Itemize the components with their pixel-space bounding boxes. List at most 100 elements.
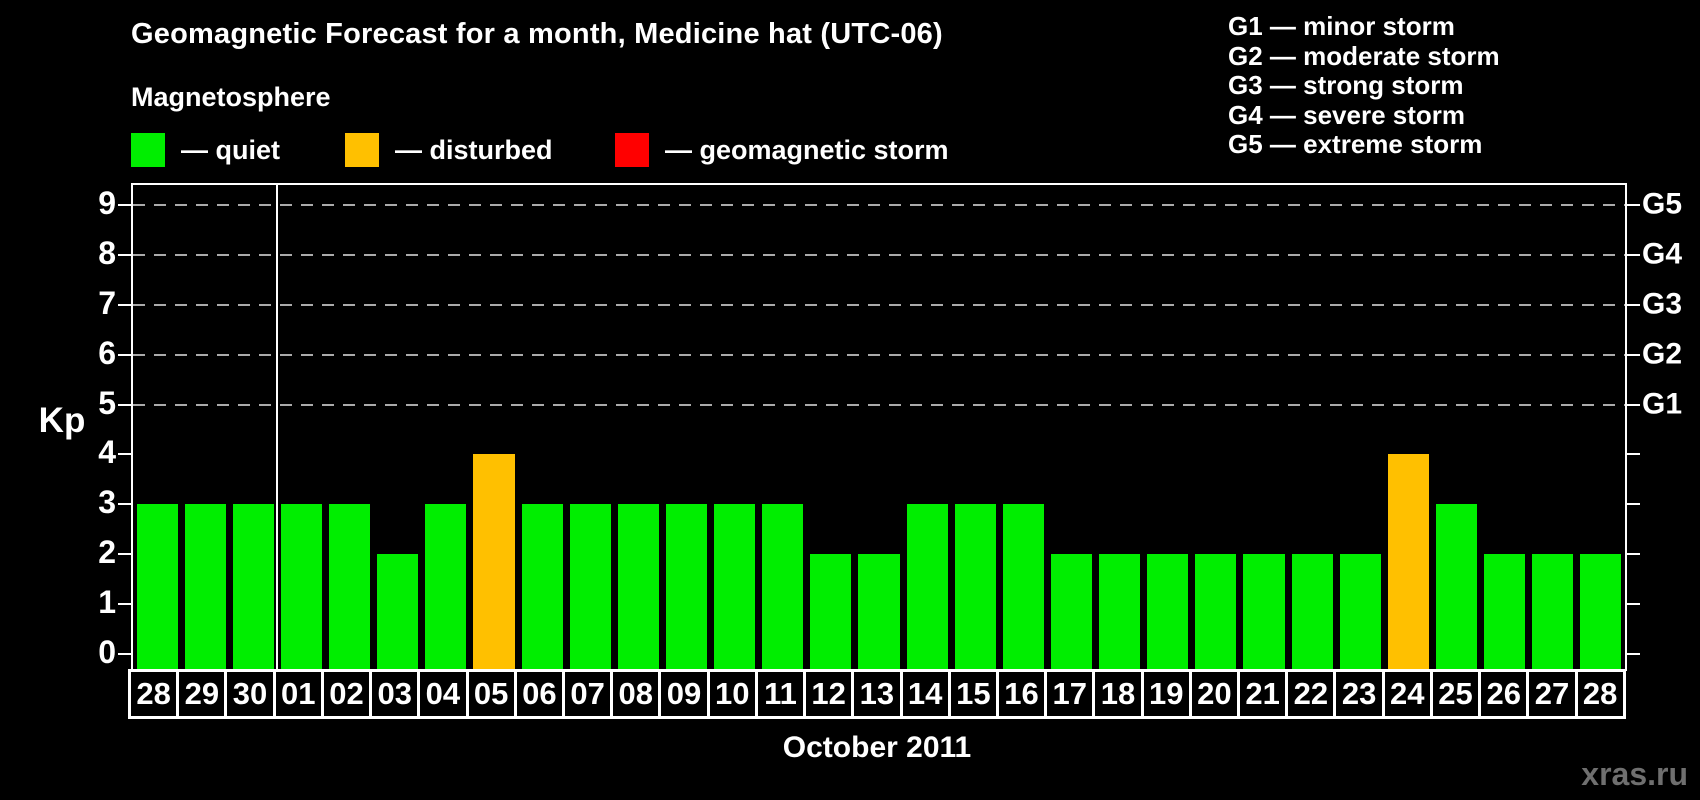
y-tick-label-7: 7 [98,284,116,321]
bar-day-18 [1099,554,1141,671]
plot-area: 0 1 2 3 4 5 6 7 8 9 G1 G2 G3 G4 G5 [98,183,1682,671]
watermark: xras.ru [1581,756,1688,792]
x-label-day-27: 27 [1529,672,1578,716]
bar-day-06 [521,504,563,671]
y-tick-right-7 [1625,303,1640,306]
bar-day-16 [1002,504,1044,671]
bar-day-30 [232,504,274,671]
bar-day-03 [377,554,419,671]
y-tick-label-1: 1 [98,584,116,621]
x-label-day-26: 26 [1481,672,1530,716]
y-tick-right-9 [1625,203,1640,206]
y-tick-left-2 [118,553,133,556]
legend-label-2: — geomagnetic storm [665,134,949,165]
y-tick-left-8 [118,253,133,256]
bar-day-17 [1050,554,1093,671]
x-label-day-10: 10 [710,672,758,716]
x-label-day-04: 04 [420,672,469,716]
x-axis-title: October 2011 [782,731,972,764]
x-label-day-25: 25 [1433,672,1482,716]
bar-day-19 [1147,554,1189,671]
bar-day-28 [1580,554,1622,671]
y-tick-right-8 [1625,253,1640,256]
y-tick-left-3 [118,503,133,506]
x-label-day-24: 24 [1385,672,1433,716]
legend-label-0: — quiet [181,134,280,165]
bar-day-26 [1484,554,1526,671]
bar-day-01 [280,504,322,671]
gscale-line-g3: G3 — strong storm [1228,70,1464,100]
bar-day-14 [906,504,948,671]
y-tick-left-7 [118,303,133,306]
legend-label-1: — disturbed [395,134,553,165]
x-label-day-30: 30 [227,672,276,716]
legend-item-quiet: — quiet [131,133,280,167]
bar-day-20 [1195,554,1237,671]
x-label-day-28: 28 [1582,676,1618,711]
g-level-label-G3: G3 [1642,287,1683,321]
g-level-label-G5: G5 [1642,187,1683,221]
x-label-day-13: 13 [854,672,903,716]
bar-day-09 [665,504,708,671]
x-label-day-14: 14 [903,672,951,716]
x-label-day-28: 28 [131,672,180,716]
chart-title: Geomagnetic Forecast for a month, Medici… [131,18,943,50]
bar-day-28 [136,504,178,671]
x-label-day-05: 05 [469,672,517,716]
y-tick-label-4: 4 [98,434,116,471]
y-tick-right-1 [1625,603,1640,606]
x-label-day-06: 06 [517,672,565,716]
bar-day-12 [810,554,852,671]
x-axis-day-labels: 28 29 30 01 02 03 04 05 06 07 08 09 10 11 12 13 14 15 16 17… [128,669,1626,719]
legend-item-geomagnetic-storm: — geomagnetic storm [615,133,949,167]
y-tick-right-0 [1625,653,1640,656]
gscale-line-g5: G5 — extreme storm [1228,129,1483,159]
y-tick-left-5 [118,403,133,406]
x-label-day-02: 02 [324,672,373,716]
gridline-kp-6 [133,353,1625,356]
gscale-line-g4: G4 — severe storm [1228,99,1466,130]
y-tick-left-4 [118,453,133,456]
x-label-day-22: 22 [1288,672,1337,716]
gscale-line-g1: G1 — minor storm [1228,11,1455,41]
x-label-day-20: 20 [1192,672,1241,716]
x-label-day-11: 11 [758,672,807,716]
bar-day-23 [1339,554,1381,671]
bar-day-21 [1243,554,1285,671]
y-tick-label-6: 6 [98,334,116,371]
y-tick-right-5 [1625,403,1640,406]
g-level-label-G1: G1 [1642,386,1683,420]
x-label-day-08: 08 [613,672,662,716]
x-label-day-18: 18 [1095,672,1144,716]
y-tick-label-9: 9 [98,184,116,221]
legend-swatch-1 [345,133,379,167]
x-label-day-09: 09 [661,672,710,716]
x-label-day-12: 12 [806,672,855,716]
bar-day-11 [762,504,804,671]
gridline-kp-7 [133,303,1625,306]
bar-day-22 [1291,554,1333,671]
x-label-day-16: 16 [999,672,1048,716]
g-level-label-G2: G2 [1642,336,1683,370]
y-tick-label-2: 2 [98,534,116,571]
y-tick-right-6 [1625,353,1640,356]
x-label-day-19: 19 [1144,672,1192,716]
bar-day-08 [617,504,659,671]
bar-day-25 [1435,504,1478,671]
legend-swatch-2 [615,133,649,167]
bar-day-02 [329,504,371,671]
y-tick-right-2 [1625,553,1640,556]
x-label-day-17: 17 [1047,672,1096,716]
bar-day-15 [954,504,996,671]
bar-day-27 [1532,554,1574,671]
x-label-day-23: 23 [1336,672,1385,716]
x-label-day-29: 29 [179,672,228,716]
x-label-day-21: 21 [1240,672,1289,716]
bar-day-10 [714,504,756,671]
bar-day-05 [473,454,515,671]
y-tick-right-3 [1625,503,1640,506]
gscale-legend: G1 — minor storm G2 — moderate storm G3 — … [1228,11,1500,160]
y-tick-right-4 [1625,453,1640,456]
gscale-line-g2: G2 — moderate storm [1228,40,1500,71]
